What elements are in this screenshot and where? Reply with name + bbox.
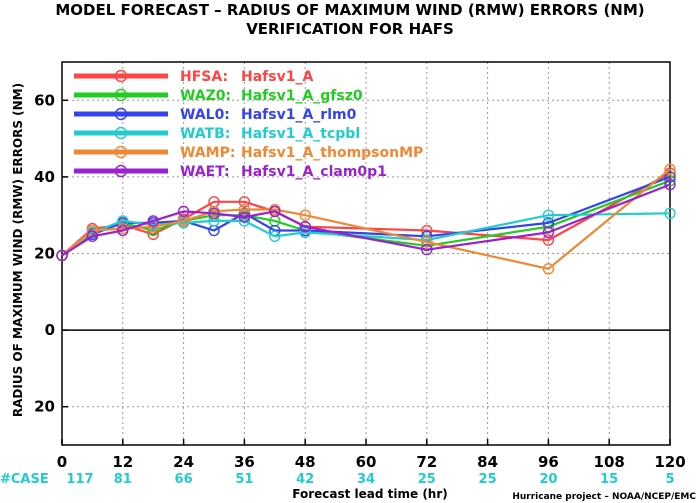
chart-title-line2: VERIFICATION FOR HAFS	[246, 20, 454, 38]
case-count: 66	[175, 472, 193, 487]
legend-label: WAL0:	[180, 107, 230, 123]
data-point	[421, 236, 433, 248]
x-tick-label: 48	[295, 453, 316, 471]
data-point	[664, 163, 676, 175]
case-count: 81	[114, 472, 132, 487]
data-point	[238, 215, 251, 227]
case-count: 5	[665, 472, 674, 487]
data-point	[269, 230, 281, 242]
case-count: 34	[357, 472, 375, 487]
case-count: 51	[235, 472, 253, 487]
axis-ticks: 0117128124663651484260347225842596201081…	[34, 91, 686, 487]
x-tick-label: 84	[477, 453, 498, 471]
legend-description: Hafsv1_A_rlm0	[241, 107, 357, 123]
legend-label: WAMP:	[180, 145, 235, 161]
data-point	[147, 215, 159, 227]
data-point	[238, 203, 251, 216]
y-tick-label: 20	[34, 245, 55, 263]
data-point	[664, 178, 676, 191]
legend-swatch-marker	[114, 88, 128, 102]
case-count: 117	[66, 472, 93, 487]
x-tick-label: 120	[654, 453, 685, 471]
data-point	[269, 205, 281, 218]
legend-description: Hafsv1_A_clam0p1	[241, 164, 387, 180]
legend-label: WATB:	[180, 126, 230, 142]
case-count: 25	[479, 472, 497, 487]
legend-item: WAZ0: Hafsv1_A_gfsz0	[74, 88, 363, 104]
credit-text: Hurricane project – NOAA/NCEP/EMC	[512, 492, 696, 502]
data-point	[542, 209, 555, 221]
case-label: #CASE	[0, 472, 49, 487]
data-point	[299, 220, 311, 233]
y-axis-label: RADIUS OF MAXIMUM WIND (RMW) ERRORS (NM)	[11, 83, 25, 417]
data-point	[542, 263, 555, 275]
data-point	[664, 207, 676, 219]
data-point	[542, 234, 555, 246]
data-point	[56, 249, 68, 262]
legend-swatch-marker	[114, 69, 128, 83]
data-point	[238, 207, 251, 219]
x-tick-label: 12	[112, 453, 133, 471]
x-tick-label: 36	[234, 453, 255, 471]
legend-swatch-marker	[114, 107, 128, 121]
x-tick-label: 60	[356, 453, 377, 471]
chart-title-line1: MODEL FORECAST – RADIUS OF MAXIMUM WIND …	[55, 1, 644, 19]
legend-swatch-marker	[114, 164, 128, 178]
legend-label: HFSA:	[180, 69, 228, 85]
legend-swatch-marker	[114, 145, 128, 159]
x-tick-label: 24	[173, 453, 194, 471]
data-point	[421, 243, 433, 256]
series-group	[56, 163, 676, 275]
legend-description: Hafsv1_A_tcpbl	[241, 126, 360, 142]
y-tick-label: 40	[34, 168, 55, 186]
legend-description: Hafsv1_A_thompsonMP	[241, 145, 423, 161]
data-point	[238, 211, 251, 223]
data-point	[86, 230, 99, 242]
data-point	[299, 209, 311, 221]
series-waet	[56, 178, 676, 262]
x-axis-label: Forecast lead time (hr)	[292, 487, 448, 501]
legend-item: WAL0: Hafsv1_A_rlm0	[74, 107, 357, 123]
legend-description: Hafsv1_A_gfsz0	[241, 88, 363, 104]
y-tick-label: 60	[34, 91, 55, 109]
legend-label: WAET:	[180, 164, 230, 180]
x-tick-label: 0	[57, 453, 67, 471]
legend-description: Hafsv1_A	[241, 69, 313, 85]
data-point	[542, 226, 555, 239]
x-tick-label: 72	[416, 453, 437, 471]
legend-item: HFSA: Hafsv1_A	[74, 69, 313, 85]
legend: HFSA: Hafsv1_A WAZ0: Hafsv1_A_gfsz0 WAL0: Haf…	[74, 69, 423, 180]
data-point	[664, 171, 676, 183]
data-point	[177, 205, 190, 218]
legend-swatch-marker	[114, 126, 128, 140]
case-count: 15	[600, 472, 618, 487]
x-tick-label: 96	[538, 453, 559, 471]
y-tick-label: 20	[34, 398, 55, 416]
case-count: 20	[539, 472, 557, 487]
legend-item: WAET: Hafsv1_A_clam0p1	[74, 164, 387, 180]
legend-label: WAZ0:	[180, 88, 231, 104]
data-point	[238, 196, 251, 208]
data-point	[208, 207, 220, 219]
x-tick-label: 108	[594, 453, 625, 471]
case-count: 42	[296, 472, 314, 487]
y-tick-label: 0	[45, 321, 55, 339]
legend-item: WAMP: Hafsv1_A_thompsonMP	[74, 145, 423, 161]
data-point	[117, 224, 129, 237]
grid	[62, 62, 670, 445]
case-count: 25	[418, 472, 436, 487]
legend-item: WATB: Hafsv1_A_tcpbl	[74, 126, 360, 142]
